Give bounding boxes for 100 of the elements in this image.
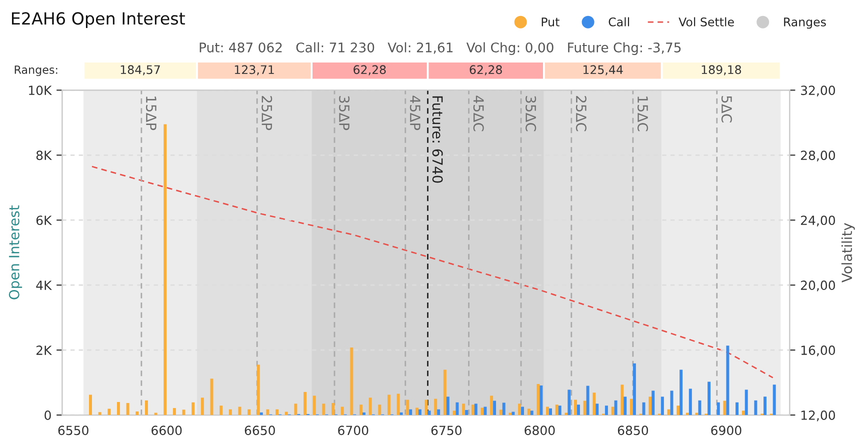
bar xyxy=(387,394,390,416)
bar xyxy=(238,406,242,416)
bar xyxy=(480,408,484,416)
y2-tick-label: 32,00 xyxy=(801,86,836,96)
ref-line-label: 15ΔC xyxy=(638,96,648,132)
bar xyxy=(726,346,730,416)
bar xyxy=(764,396,767,416)
ref-line-label: 15ΔP xyxy=(146,96,156,130)
legend-label: Put xyxy=(542,18,560,26)
bar xyxy=(116,402,120,416)
y-tick-label: 0 xyxy=(44,410,51,420)
bar xyxy=(642,402,646,416)
bar xyxy=(136,411,139,416)
bar xyxy=(418,409,422,416)
bar xyxy=(772,384,776,416)
text: Ranges xyxy=(784,18,826,29)
bar xyxy=(350,347,354,416)
bar xyxy=(530,410,534,416)
bar xyxy=(424,400,428,416)
bar xyxy=(604,406,608,416)
bar xyxy=(586,386,590,416)
bar xyxy=(568,390,571,416)
bar xyxy=(437,409,440,416)
bar xyxy=(688,388,692,416)
bar xyxy=(248,409,251,416)
bar xyxy=(465,410,468,416)
x-tick-label: 6550 xyxy=(58,426,88,436)
ref-line-label: Future: 6740 xyxy=(432,96,443,183)
bar xyxy=(742,410,745,416)
bar xyxy=(652,390,655,416)
bar xyxy=(443,370,446,416)
bar xyxy=(462,404,466,416)
bar xyxy=(549,408,552,416)
bar xyxy=(200,398,204,416)
bar xyxy=(266,409,270,416)
bar xyxy=(98,412,102,416)
bar xyxy=(256,364,260,416)
x-tick-label: 6750 xyxy=(431,426,462,436)
bar xyxy=(630,398,633,416)
band-label: 62,28 xyxy=(470,65,502,76)
chart-title: E2AH6 Open Interest xyxy=(12,12,185,28)
bar xyxy=(89,394,92,416)
y-tick-label: 2K xyxy=(36,346,52,355)
band-label: 184,57 xyxy=(120,65,160,76)
bar xyxy=(434,398,438,416)
y2-tick-label: 20,00 xyxy=(800,280,836,292)
bar xyxy=(574,400,577,416)
bar xyxy=(144,400,148,416)
bar xyxy=(210,378,214,416)
bar xyxy=(220,406,223,416)
bar xyxy=(260,412,263,416)
bar xyxy=(614,400,618,416)
legend-label: Call xyxy=(608,17,630,26)
ref-line-label: 35ΔC xyxy=(526,96,536,132)
band-label: 123,71 xyxy=(234,65,274,76)
bar xyxy=(362,412,366,416)
x-tick-label: 6600 xyxy=(152,426,182,436)
x-tick-label: 6800 xyxy=(524,426,555,436)
ref-line-label: 25ΔP xyxy=(262,96,272,130)
bar xyxy=(332,403,334,416)
y-tick-label: 10K xyxy=(28,86,52,96)
bar xyxy=(698,400,702,416)
bar xyxy=(648,396,652,416)
bar xyxy=(415,408,418,416)
bar xyxy=(192,402,195,416)
text: Ranges: xyxy=(14,66,58,76)
bar xyxy=(592,392,596,416)
bar xyxy=(276,409,279,416)
bar xyxy=(540,385,543,416)
bar xyxy=(304,392,307,416)
bar xyxy=(521,406,524,416)
bar xyxy=(322,404,326,416)
ref-line-label: 45ΔP xyxy=(410,96,420,130)
bar xyxy=(108,408,111,416)
bar xyxy=(284,412,288,416)
bar xyxy=(164,124,167,416)
bar xyxy=(736,402,739,416)
bar xyxy=(680,370,683,416)
y2-axis-title: Volatility xyxy=(841,223,855,282)
bar xyxy=(126,403,130,416)
bar xyxy=(172,408,176,416)
bar xyxy=(676,406,680,416)
x-tick-label: 6700 xyxy=(338,426,368,436)
bar xyxy=(660,396,664,416)
bar xyxy=(583,400,586,416)
bar xyxy=(596,404,599,416)
bar xyxy=(400,412,403,416)
bar xyxy=(490,396,494,416)
bar xyxy=(182,410,186,416)
bar xyxy=(558,406,562,416)
bar xyxy=(716,402,720,416)
bar xyxy=(723,400,726,416)
bar xyxy=(359,404,362,416)
x-tick-label: 6650 xyxy=(244,426,275,436)
y2-tick-label: 16,00 xyxy=(801,346,836,356)
bar xyxy=(536,384,540,416)
bar xyxy=(378,404,382,416)
bar xyxy=(456,402,459,416)
bar xyxy=(312,396,316,416)
bar xyxy=(340,406,344,416)
